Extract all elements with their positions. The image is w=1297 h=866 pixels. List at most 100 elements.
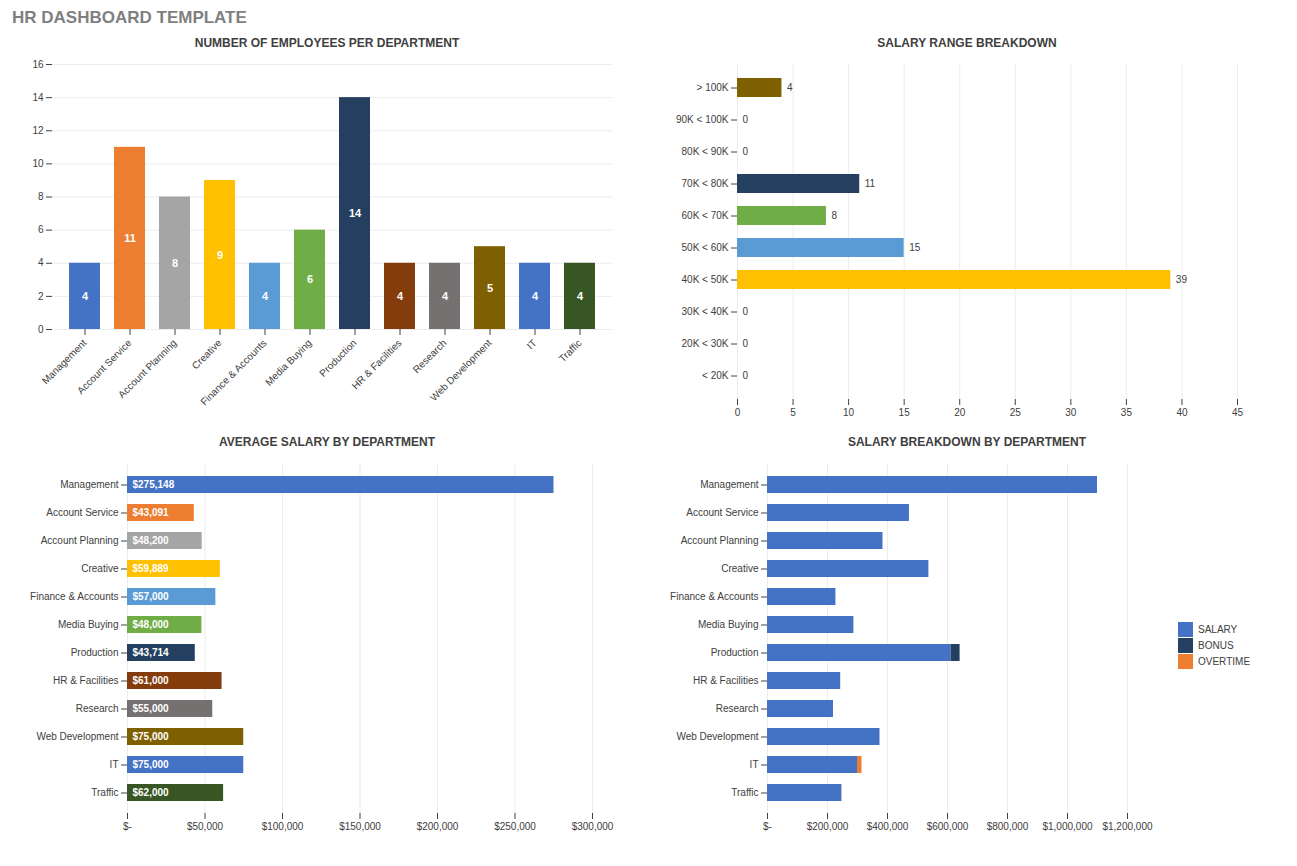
- svg-text:4: 4: [442, 290, 449, 302]
- svg-text:$61,000: $61,000: [133, 675, 170, 686]
- svg-text:$75,000: $75,000: [133, 731, 170, 742]
- svg-text:40: 40: [1176, 407, 1188, 418]
- svg-text:$250,000: $250,000: [494, 821, 536, 832]
- svg-text:Traffic: Traffic: [731, 787, 758, 798]
- svg-text:Finance & Accounts: Finance & Accounts: [670, 591, 758, 602]
- svg-text:$400,000: $400,000: [867, 821, 909, 832]
- svg-text:Creative: Creative: [81, 563, 119, 574]
- svg-text:16: 16: [32, 59, 44, 70]
- svg-text:2: 2: [38, 291, 44, 302]
- svg-text:$-: $-: [123, 821, 132, 832]
- svg-text:4: 4: [38, 257, 44, 268]
- svg-text:$1,200,000: $1,200,000: [1102, 821, 1152, 832]
- svg-text:Web Development: Web Development: [676, 731, 758, 742]
- svg-text:Management: Management: [40, 337, 89, 386]
- svg-text:> 100K: > 100K: [697, 82, 729, 93]
- svg-text:12: 12: [32, 125, 44, 136]
- svg-text:30: 30: [1065, 407, 1077, 418]
- svg-text:9: 9: [217, 248, 223, 260]
- svg-text:4: 4: [787, 82, 793, 93]
- svg-text:$48,200: $48,200: [133, 535, 170, 546]
- svg-text:8: 8: [38, 191, 44, 202]
- svg-text:20: 20: [954, 407, 966, 418]
- svg-text:30K < 40K: 30K < 40K: [682, 306, 729, 317]
- svg-text:Traffic: Traffic: [91, 787, 118, 798]
- svg-text:$55,000: $55,000: [133, 703, 170, 714]
- svg-text:Web Development: Web Development: [36, 731, 118, 742]
- svg-text:Management: Management: [700, 479, 759, 490]
- svg-text:Management: Management: [60, 479, 119, 490]
- svg-text:$100,000: $100,000: [262, 821, 304, 832]
- svg-text:IT: IT: [750, 759, 759, 770]
- svg-text:45: 45: [1232, 407, 1244, 418]
- svg-text:14: 14: [349, 207, 362, 219]
- svg-text:8: 8: [172, 257, 178, 269]
- svg-text:$48,000: $48,000: [133, 619, 170, 630]
- svg-text:Account Planning: Account Planning: [681, 535, 759, 546]
- svg-text:Research: Research: [411, 337, 449, 375]
- svg-text:0: 0: [743, 370, 749, 381]
- svg-text:Web Development: Web Development: [428, 337, 494, 403]
- svg-text:11: 11: [124, 232, 136, 244]
- svg-text:0: 0: [743, 306, 749, 317]
- svg-text:$59,889: $59,889: [133, 563, 170, 574]
- svg-text:6: 6: [307, 273, 313, 285]
- svg-text:4: 4: [82, 290, 89, 302]
- svg-text:10: 10: [843, 407, 855, 418]
- svg-text:0: 0: [743, 338, 749, 349]
- svg-text:25: 25: [1010, 407, 1022, 418]
- svg-text:$200,000: $200,000: [807, 821, 849, 832]
- svg-text:IT: IT: [525, 337, 539, 351]
- svg-text:$75,000: $75,000: [133, 759, 170, 770]
- svg-text:60K < 70K: 60K < 70K: [682, 210, 729, 221]
- svg-text:Production: Production: [711, 647, 759, 658]
- svg-text:$-: $-: [763, 821, 772, 832]
- svg-text:Research: Research: [716, 703, 759, 714]
- svg-text:IT: IT: [110, 759, 119, 770]
- svg-text:35: 35: [1121, 407, 1133, 418]
- svg-text:80K < 90K: 80K < 90K: [682, 146, 729, 157]
- svg-text:$1,000,000: $1,000,000: [1042, 821, 1092, 832]
- svg-text:4: 4: [532, 290, 539, 302]
- svg-text:< 20K: < 20K: [702, 370, 729, 381]
- svg-text:$43,091: $43,091: [133, 507, 170, 518]
- svg-text:40K < 50K: 40K < 50K: [682, 274, 729, 285]
- svg-text:$800,000: $800,000: [987, 821, 1029, 832]
- svg-text:Account Planning: Account Planning: [116, 337, 179, 400]
- svg-text:0: 0: [38, 324, 44, 335]
- svg-text:4: 4: [262, 290, 269, 302]
- svg-text:39: 39: [1176, 274, 1188, 285]
- svg-text:$275,148: $275,148: [133, 479, 175, 490]
- svg-text:0: 0: [743, 114, 749, 125]
- svg-text:$62,000: $62,000: [133, 787, 170, 798]
- svg-text:HR & Facilities: HR & Facilities: [693, 675, 759, 686]
- svg-text:Production: Production: [317, 337, 359, 379]
- svg-text:$57,000: $57,000: [133, 591, 170, 602]
- svg-text:Account Service: Account Service: [46, 507, 119, 518]
- svg-text:Account Service: Account Service: [686, 507, 759, 518]
- svg-text:6: 6: [38, 224, 44, 235]
- svg-text:8: 8: [831, 210, 837, 221]
- svg-text:Media Buying: Media Buying: [698, 619, 759, 630]
- svg-text:Creative: Creative: [190, 337, 224, 371]
- svg-text:Finance & Accounts: Finance & Accounts: [30, 591, 118, 602]
- svg-text:Media Buying: Media Buying: [58, 619, 119, 630]
- svg-text:Traffic: Traffic: [557, 337, 584, 364]
- svg-text:Account Planning: Account Planning: [41, 535, 119, 546]
- svg-text:15: 15: [899, 407, 911, 418]
- svg-text:Creative: Creative: [721, 563, 759, 574]
- svg-text:15: 15: [909, 242, 921, 253]
- svg-text:70K < 80K: 70K < 80K: [682, 178, 729, 189]
- svg-text:10: 10: [32, 158, 44, 169]
- svg-text:HR & Facilities: HR & Facilities: [53, 675, 119, 686]
- svg-text:4: 4: [397, 290, 404, 302]
- svg-text:0: 0: [743, 146, 749, 157]
- svg-text:Research: Research: [76, 703, 119, 714]
- svg-text:$600,000: $600,000: [927, 821, 969, 832]
- svg-text:$43,714: $43,714: [133, 647, 170, 658]
- svg-text:50K < 60K: 50K < 60K: [682, 242, 729, 253]
- svg-text:4: 4: [577, 290, 584, 302]
- svg-text:HR & Facilities: HR & Facilities: [350, 337, 404, 391]
- svg-text:14: 14: [32, 92, 44, 103]
- svg-text:0: 0: [735, 407, 741, 418]
